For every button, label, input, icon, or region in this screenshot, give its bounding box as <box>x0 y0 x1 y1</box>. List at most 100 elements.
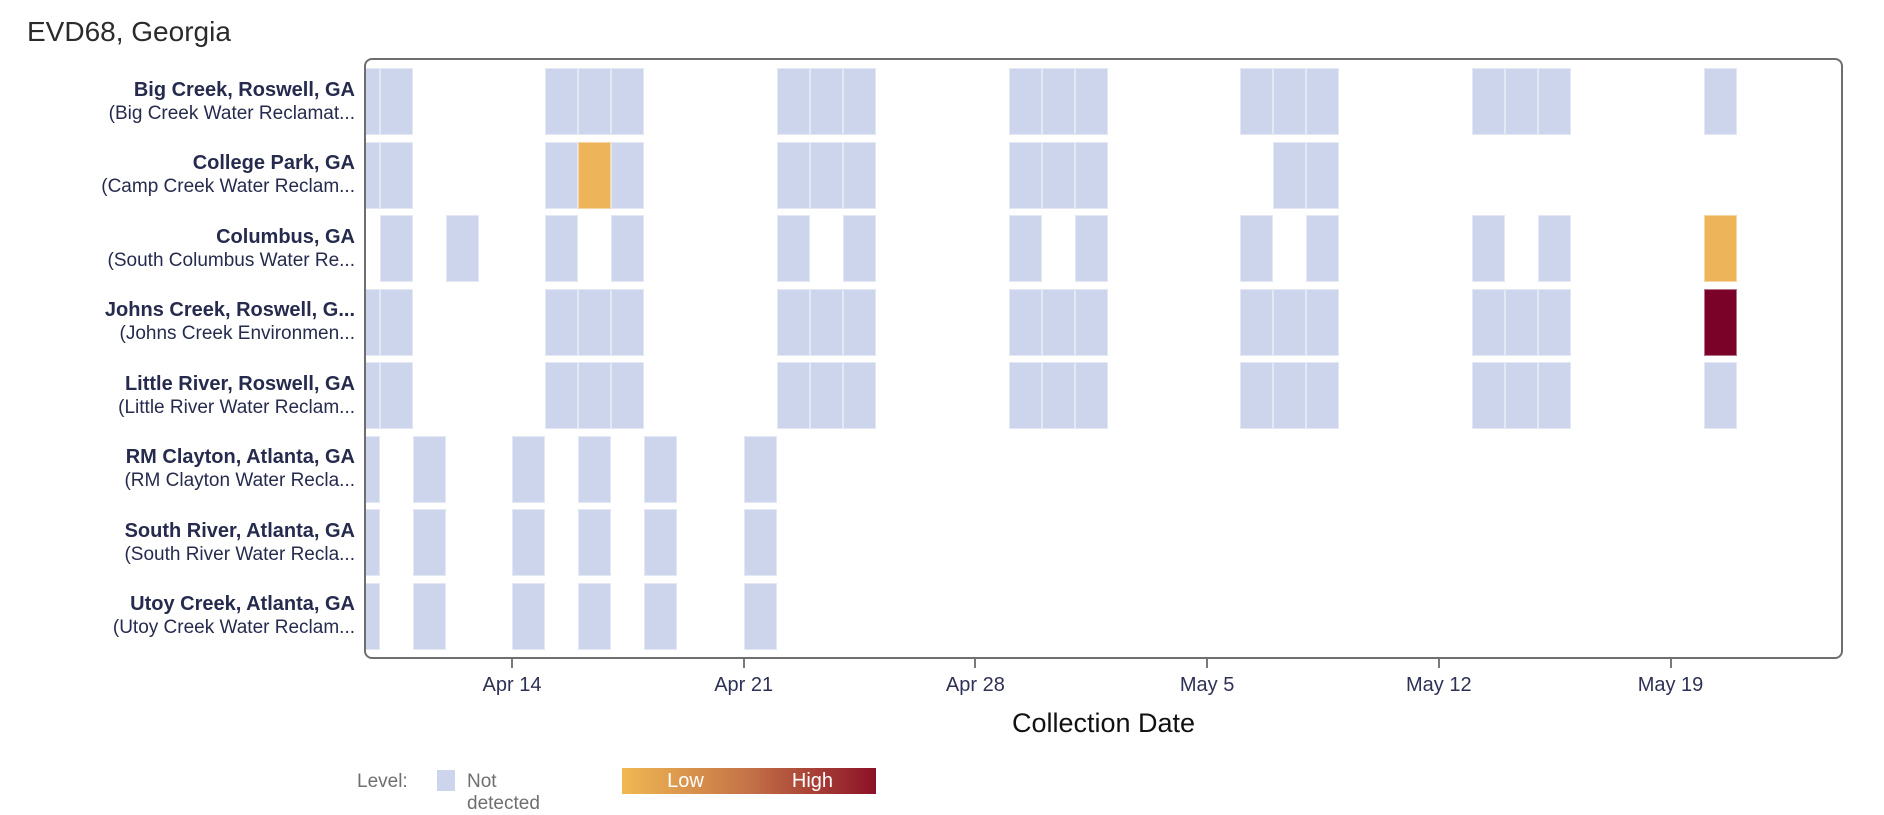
sample-tile[interactable] <box>1505 362 1539 429</box>
sample-tile[interactable] <box>1074 68 1108 135</box>
sample-tile[interactable] <box>1008 288 1042 356</box>
sample-tile[interactable] <box>379 215 413 282</box>
sample-tile[interactable] <box>743 509 777 576</box>
sample-tile[interactable] <box>1041 68 1075 135</box>
sample-tile[interactable] <box>1008 362 1042 429</box>
sample-tile[interactable] <box>578 68 612 135</box>
sample-tile[interactable] <box>1041 362 1075 429</box>
sample-tile[interactable] <box>578 582 612 650</box>
sample-tile[interactable] <box>1471 215 1505 282</box>
sample-tile[interactable] <box>1538 68 1572 135</box>
sample-tile[interactable] <box>412 435 446 503</box>
sample-tile[interactable] <box>1273 288 1307 356</box>
sample-tile[interactable] <box>366 362 380 429</box>
sample-tile[interactable] <box>809 141 843 209</box>
sample-tile[interactable] <box>1273 141 1307 209</box>
sample-tile[interactable] <box>843 362 877 429</box>
sample-tile[interactable] <box>1505 68 1539 135</box>
sample-tile[interactable] <box>379 68 413 135</box>
sample-tile[interactable] <box>611 141 645 209</box>
sample-tile[interactable] <box>809 362 843 429</box>
sample-tile[interactable] <box>809 288 843 356</box>
sample-tile[interactable] <box>578 141 612 209</box>
sample-tile[interactable] <box>611 68 645 135</box>
sample-tile[interactable] <box>1471 362 1505 429</box>
sample-tile[interactable] <box>1240 215 1274 282</box>
sample-tile[interactable] <box>1008 215 1042 282</box>
sample-tile[interactable] <box>512 435 546 503</box>
sample-tile[interactable] <box>1306 288 1340 356</box>
sample-tile[interactable] <box>611 362 645 429</box>
sample-tile[interactable] <box>578 362 612 429</box>
sample-tile[interactable] <box>1471 68 1505 135</box>
sample-tile[interactable] <box>1703 215 1737 282</box>
sample-tile[interactable] <box>1538 215 1572 282</box>
sample-tile[interactable] <box>776 141 810 209</box>
sample-tile[interactable] <box>366 288 380 356</box>
sample-tile[interactable] <box>1041 141 1075 209</box>
sample-tile[interactable] <box>776 288 810 356</box>
sample-tile[interactable] <box>1306 362 1340 429</box>
sample-tile[interactable] <box>545 362 579 429</box>
sample-tile[interactable] <box>1306 141 1340 209</box>
sample-tile[interactable] <box>412 582 446 650</box>
sample-tile[interactable] <box>1306 215 1340 282</box>
sample-tile[interactable] <box>545 68 579 135</box>
sample-tile[interactable] <box>379 141 413 209</box>
sample-tile[interactable] <box>578 288 612 356</box>
sample-tile[interactable] <box>1703 68 1737 135</box>
sample-tile[interactable] <box>1240 362 1274 429</box>
sample-tile[interactable] <box>366 435 380 503</box>
sample-tile[interactable] <box>1074 141 1108 209</box>
row-label: RM Clayton, Atlanta, GA (RM Clayton Water… <box>0 446 355 492</box>
sample-tile[interactable] <box>1008 141 1042 209</box>
sample-tile[interactable] <box>776 215 810 282</box>
sample-tile[interactable] <box>1074 215 1108 282</box>
sample-tile[interactable] <box>1273 68 1307 135</box>
sample-tile[interactable] <box>1471 288 1505 356</box>
sample-tile[interactable] <box>445 215 479 282</box>
sample-tile[interactable] <box>366 509 380 576</box>
sample-tile[interactable] <box>776 362 810 429</box>
sample-tile[interactable] <box>644 435 678 503</box>
sample-tile[interactable] <box>379 362 413 429</box>
sample-tile[interactable] <box>1074 362 1108 429</box>
sample-tile[interactable] <box>1505 288 1539 356</box>
sample-tile[interactable] <box>644 582 678 650</box>
sample-tile[interactable] <box>1273 362 1307 429</box>
sample-tile[interactable] <box>743 435 777 503</box>
sample-tile[interactable] <box>1240 288 1274 356</box>
x-tick-mark <box>742 659 745 668</box>
sample-tile[interactable] <box>843 288 877 356</box>
sample-tile[interactable] <box>1240 68 1274 135</box>
sample-tile[interactable] <box>1008 68 1042 135</box>
sample-tile[interactable] <box>366 582 380 650</box>
sample-tile[interactable] <box>578 435 612 503</box>
sample-tile[interactable] <box>809 68 843 135</box>
sample-tile[interactable] <box>1538 362 1572 429</box>
sample-tile[interactable] <box>545 215 579 282</box>
sample-tile[interactable] <box>379 288 413 356</box>
sample-tile[interactable] <box>843 141 877 209</box>
sample-tile[interactable] <box>1703 362 1737 429</box>
sample-tile[interactable] <box>743 582 777 650</box>
sample-tile[interactable] <box>512 582 546 650</box>
sample-tile[interactable] <box>366 68 380 135</box>
sample-tile[interactable] <box>545 141 579 209</box>
sample-tile[interactable] <box>611 288 645 356</box>
sample-tile[interactable] <box>611 215 645 282</box>
sample-tile[interactable] <box>1538 288 1572 356</box>
sample-tile[interactable] <box>545 288 579 356</box>
sample-tile[interactable] <box>644 509 678 576</box>
sample-tile[interactable] <box>1306 68 1340 135</box>
sample-tile[interactable] <box>412 509 446 576</box>
sample-tile[interactable] <box>776 68 810 135</box>
sample-tile[interactable] <box>366 141 380 209</box>
sample-tile[interactable] <box>843 215 877 282</box>
sample-tile[interactable] <box>843 68 877 135</box>
sample-tile[interactable] <box>578 509 612 576</box>
sample-tile[interactable] <box>512 509 546 576</box>
sample-tile[interactable] <box>1703 288 1737 356</box>
sample-tile[interactable] <box>1041 288 1075 356</box>
sample-tile[interactable] <box>1074 288 1108 356</box>
